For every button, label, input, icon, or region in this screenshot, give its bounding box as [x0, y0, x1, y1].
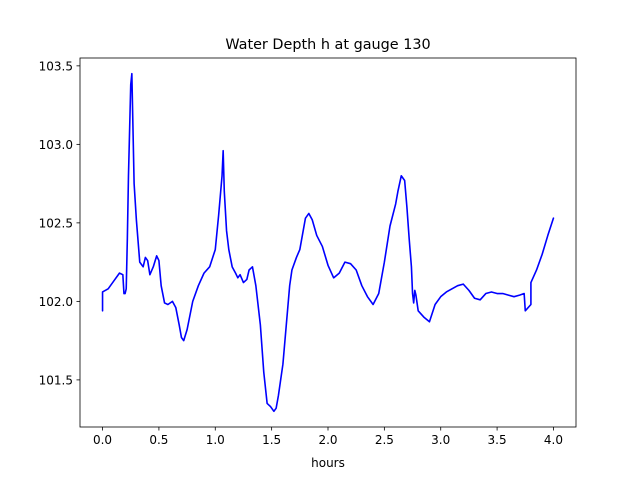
- x-tick-label: 0.0: [93, 433, 112, 447]
- y-tick-label: 103.5: [39, 59, 73, 73]
- x-tick-label: 4.0: [544, 433, 563, 447]
- x-tick-label: 3.5: [488, 433, 507, 447]
- y-tick-label: 103.0: [39, 138, 73, 152]
- x-axis: 0.0 0.5 1.0 1.5 2.0 2.5 3.0 3.5 4.0: [93, 427, 563, 447]
- x-tick-label: 1.0: [206, 433, 225, 447]
- y-axis: 101.5 102.0 102.5 103.0 103.5: [39, 59, 80, 387]
- x-tick-label: 2.5: [375, 433, 394, 447]
- x-tick-label: 2.0: [318, 433, 337, 447]
- x-axis-label: hours: [311, 456, 345, 470]
- x-tick-label: 0.5: [149, 433, 168, 447]
- y-tick-label: 102.5: [39, 216, 73, 230]
- chart-title: Water Depth h at gauge 130: [225, 37, 430, 53]
- x-tick-label: 3.0: [431, 433, 450, 447]
- plot-background: [80, 58, 576, 427]
- y-tick-label: 101.5: [39, 373, 73, 387]
- x-tick-label: 1.5: [262, 433, 281, 447]
- y-tick-label: 102.0: [39, 295, 73, 309]
- series-line: [101, 72, 555, 413]
- plot-area: [79, 57, 577, 428]
